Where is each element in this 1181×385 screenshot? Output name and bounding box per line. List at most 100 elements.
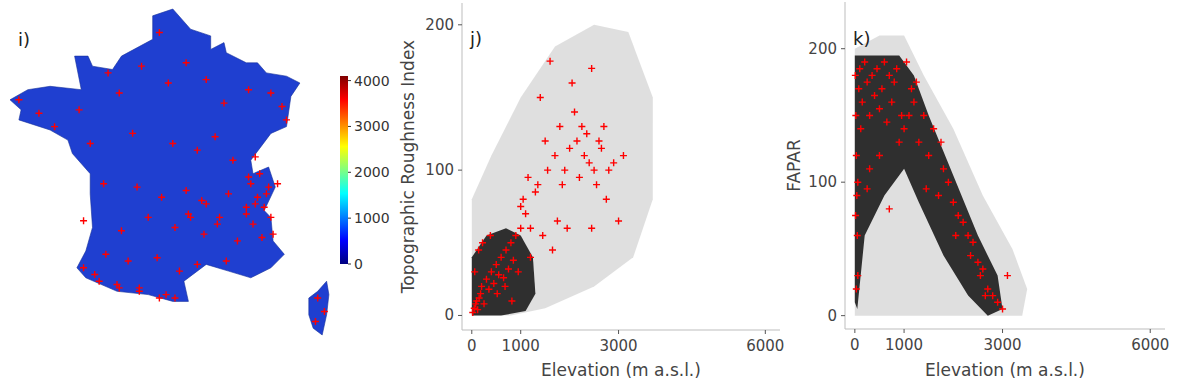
plus-point [615, 218, 622, 225]
plus-point [542, 138, 549, 145]
plus-point [891, 79, 898, 86]
plus-point [876, 152, 883, 159]
station [183, 187, 190, 194]
station [321, 308, 328, 315]
plus-point [503, 247, 510, 254]
station [314, 295, 321, 302]
station [252, 153, 259, 160]
station [214, 221, 221, 228]
plus-point [864, 185, 871, 192]
station [216, 214, 223, 221]
plus-point [979, 265, 986, 272]
plus-point [544, 167, 551, 174]
station [223, 258, 230, 265]
plus-point [477, 290, 484, 297]
plus-point [906, 112, 913, 119]
panel-label: k) [853, 28, 870, 49]
colorbar-tick [348, 80, 351, 81]
plus-point [551, 152, 558, 159]
plus-point [861, 59, 868, 66]
y-tick [841, 315, 845, 316]
x-axis-line [462, 330, 780, 331]
plus-point [593, 181, 600, 188]
station [80, 264, 87, 271]
x-tick [1002, 329, 1003, 333]
station [243, 204, 250, 211]
plus-point [970, 239, 977, 246]
plus-point [965, 232, 972, 239]
x-tick-label: 1000 [502, 337, 540, 355]
colorbar-tick-label: 4000 [354, 73, 390, 89]
y-tick [458, 170, 462, 171]
plus-point [581, 152, 588, 159]
station [267, 90, 274, 97]
station [194, 147, 201, 154]
plus-point [508, 297, 515, 304]
station [279, 103, 286, 110]
density-cloud [855, 35, 1027, 315]
station [105, 69, 112, 76]
x-tick [765, 330, 766, 334]
y-tick-label: 0 [827, 307, 837, 325]
station [156, 295, 163, 302]
station [125, 258, 132, 265]
station [203, 200, 210, 207]
station [176, 268, 183, 275]
plus-point [539, 232, 546, 239]
plus-point [537, 94, 544, 101]
plus-point [853, 152, 860, 159]
plus-point [901, 125, 908, 132]
plus-point [886, 205, 893, 212]
station [245, 86, 252, 93]
plus-point [471, 268, 478, 275]
x-axis-title: Elevation (m a.s.l.) [541, 360, 701, 380]
plus-point [559, 181, 566, 188]
station [267, 214, 274, 221]
plus-point [935, 192, 942, 199]
plus-point [510, 257, 517, 264]
colorbar-tick [348, 172, 351, 173]
plus-point [984, 285, 991, 292]
plus-point [517, 225, 524, 232]
y-tick [458, 315, 462, 316]
plus-point [876, 105, 883, 112]
plus-point [955, 212, 962, 219]
plus-point [502, 283, 509, 290]
plus-point [561, 167, 568, 174]
station [156, 29, 163, 36]
station [76, 106, 83, 113]
plus-point [945, 179, 952, 186]
plus-point [857, 125, 864, 132]
station [116, 284, 123, 291]
y-axis-line [462, 3, 463, 330]
x-tick-label: 1000 [885, 336, 923, 354]
plus-point [598, 145, 605, 152]
station [96, 278, 103, 285]
plus-point [483, 276, 490, 283]
plus-point [960, 219, 967, 226]
plus-point [620, 152, 627, 159]
station [129, 130, 136, 137]
station [256, 170, 263, 177]
plus-point [856, 65, 863, 72]
plus-point [566, 145, 573, 152]
plus-point [940, 165, 947, 172]
station [118, 227, 125, 234]
plus-point [938, 139, 945, 146]
y-axis-line [845, 2, 846, 329]
plus-point [989, 292, 996, 299]
plus-point [505, 265, 512, 272]
plus-point [485, 286, 492, 293]
plus-point [525, 174, 532, 181]
station [35, 110, 42, 117]
plus-point [915, 139, 922, 146]
plus-point [583, 130, 590, 137]
station [274, 180, 281, 187]
plus-point [571, 109, 578, 116]
plus-point [517, 203, 524, 210]
station [270, 231, 277, 238]
plus-point [527, 254, 534, 261]
station [212, 133, 219, 140]
plus-point [854, 179, 861, 186]
colorbar-tick [348, 126, 351, 127]
